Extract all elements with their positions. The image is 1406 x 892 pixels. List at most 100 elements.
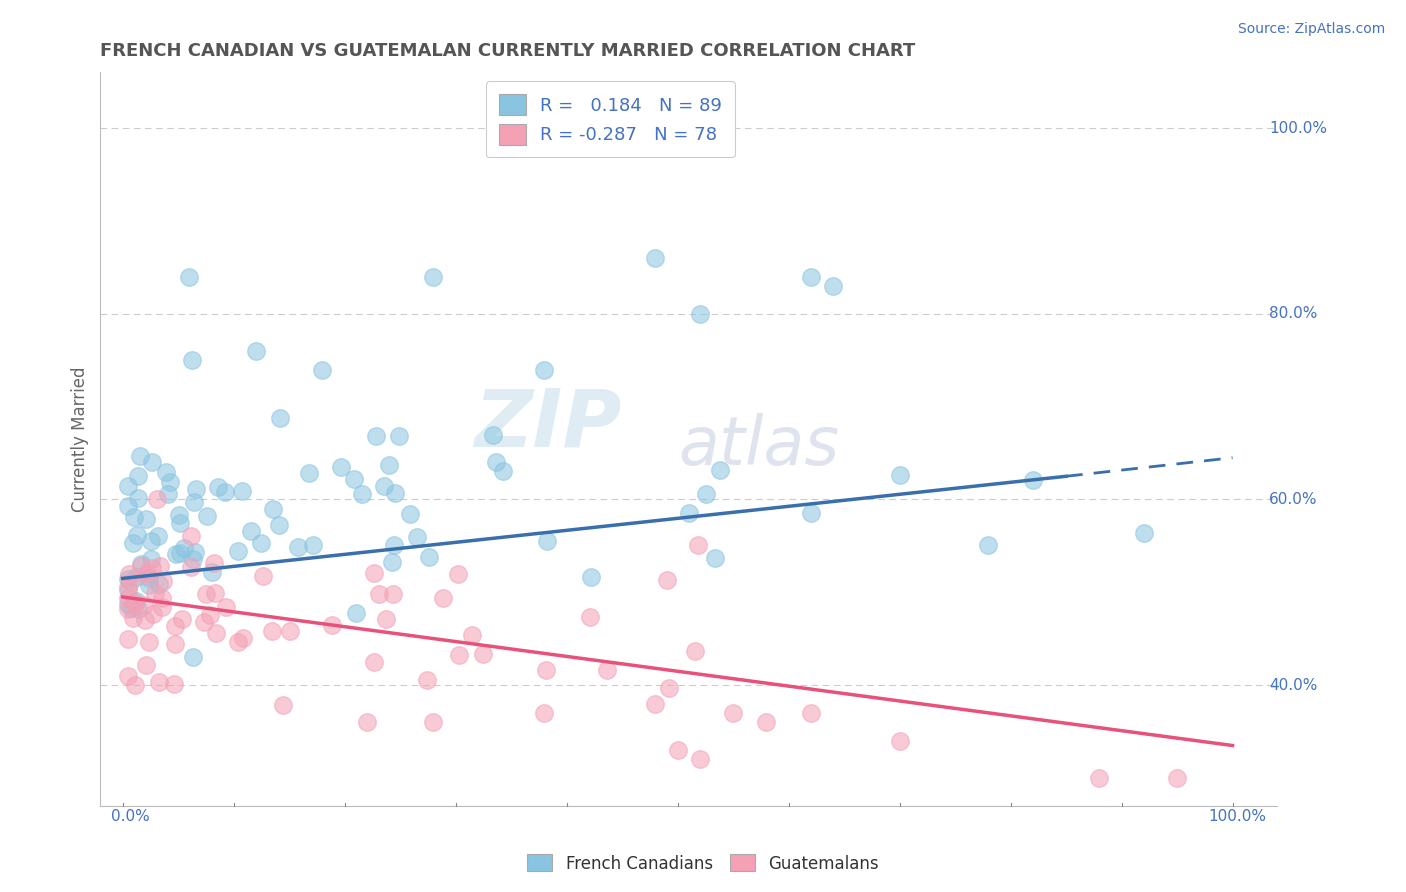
Point <box>302 538 325 552</box>
Point <box>363 566 385 580</box>
Point <box>232 631 254 645</box>
Point <box>117 632 139 646</box>
Point <box>267 518 290 533</box>
Point <box>117 598 139 612</box>
Point <box>121 536 143 550</box>
Point <box>329 459 352 474</box>
Point <box>418 549 440 564</box>
Point <box>134 613 156 627</box>
Point <box>579 610 602 624</box>
Point <box>709 463 731 477</box>
Point <box>165 619 187 633</box>
Point <box>202 556 225 570</box>
Text: 100.0%: 100.0% <box>1208 809 1265 823</box>
Point <box>195 587 218 601</box>
Point <box>422 269 444 284</box>
Point <box>180 529 202 543</box>
Point <box>117 479 139 493</box>
Point <box>686 538 709 552</box>
Point <box>139 552 162 566</box>
Point <box>184 545 207 559</box>
Point <box>142 607 165 622</box>
Point <box>163 677 186 691</box>
Point <box>198 608 221 623</box>
Point <box>138 635 160 649</box>
Point <box>406 530 429 544</box>
Text: FRENCH CANADIAN VS GUATEMALAN CURRENTLY MARRIED CORRELATION CHART: FRENCH CANADIAN VS GUATEMALAN CURRENTLY … <box>100 42 915 60</box>
Point <box>183 552 205 566</box>
Point <box>683 643 706 657</box>
Point <box>399 507 422 521</box>
Point <box>298 466 321 480</box>
Point <box>278 624 301 639</box>
Point <box>165 547 187 561</box>
Point <box>373 479 395 493</box>
Point <box>536 663 558 677</box>
Point <box>149 558 172 573</box>
Point <box>138 571 160 585</box>
Point <box>135 568 157 582</box>
Point <box>117 566 139 581</box>
Point <box>132 599 155 613</box>
Point <box>120 575 142 590</box>
Point <box>205 626 228 640</box>
Point <box>287 540 309 554</box>
Point <box>689 752 711 766</box>
Point <box>356 715 378 730</box>
Point <box>382 587 405 601</box>
Point <box>122 595 145 609</box>
Point <box>271 698 294 712</box>
Y-axis label: Currently Married: Currently Married <box>72 367 89 512</box>
Point <box>311 362 333 376</box>
Point <box>262 624 284 639</box>
Point <box>245 343 267 358</box>
Text: 0.0%: 0.0% <box>111 809 150 823</box>
Point <box>170 612 193 626</box>
Point <box>461 627 484 641</box>
Text: atlas: atlas <box>679 414 839 480</box>
Point <box>129 558 152 573</box>
Point <box>432 591 454 605</box>
Point <box>581 570 603 584</box>
Point <box>704 551 727 566</box>
Point <box>596 663 619 677</box>
Point <box>128 449 150 463</box>
Text: 80.0%: 80.0% <box>1270 306 1317 321</box>
Point <box>364 429 387 443</box>
Point <box>136 566 159 581</box>
Point <box>889 734 911 748</box>
Point <box>159 475 181 490</box>
Point <box>226 635 249 649</box>
Point <box>179 269 201 284</box>
Point <box>533 706 555 720</box>
Point <box>117 500 139 514</box>
Point <box>342 472 364 486</box>
Point <box>350 487 373 501</box>
Point <box>382 538 405 552</box>
Text: 60.0%: 60.0% <box>1270 492 1317 507</box>
Legend: R =   0.184   N = 89, R = -0.287   N = 78: R = 0.184 N = 89, R = -0.287 N = 78 <box>486 81 734 158</box>
Point <box>150 599 173 614</box>
Point <box>184 483 207 497</box>
Point <box>129 557 152 571</box>
Point <box>148 675 170 690</box>
Point <box>125 593 148 607</box>
Point <box>800 506 823 520</box>
Point <box>269 411 291 425</box>
Point <box>214 485 236 500</box>
Point <box>800 706 823 720</box>
Point <box>155 465 177 479</box>
Point <box>117 582 139 597</box>
Point <box>472 648 495 662</box>
Point <box>1132 526 1154 541</box>
Point <box>1088 771 1111 785</box>
Point <box>250 535 273 549</box>
Point <box>117 591 139 606</box>
Point <box>117 601 139 615</box>
Point <box>658 681 681 696</box>
Point <box>173 541 195 555</box>
Point <box>695 487 717 501</box>
Legend: French Canadians, Guatemalans: French Canadians, Guatemalans <box>520 847 886 880</box>
Point <box>117 669 139 683</box>
Point <box>977 538 1000 552</box>
